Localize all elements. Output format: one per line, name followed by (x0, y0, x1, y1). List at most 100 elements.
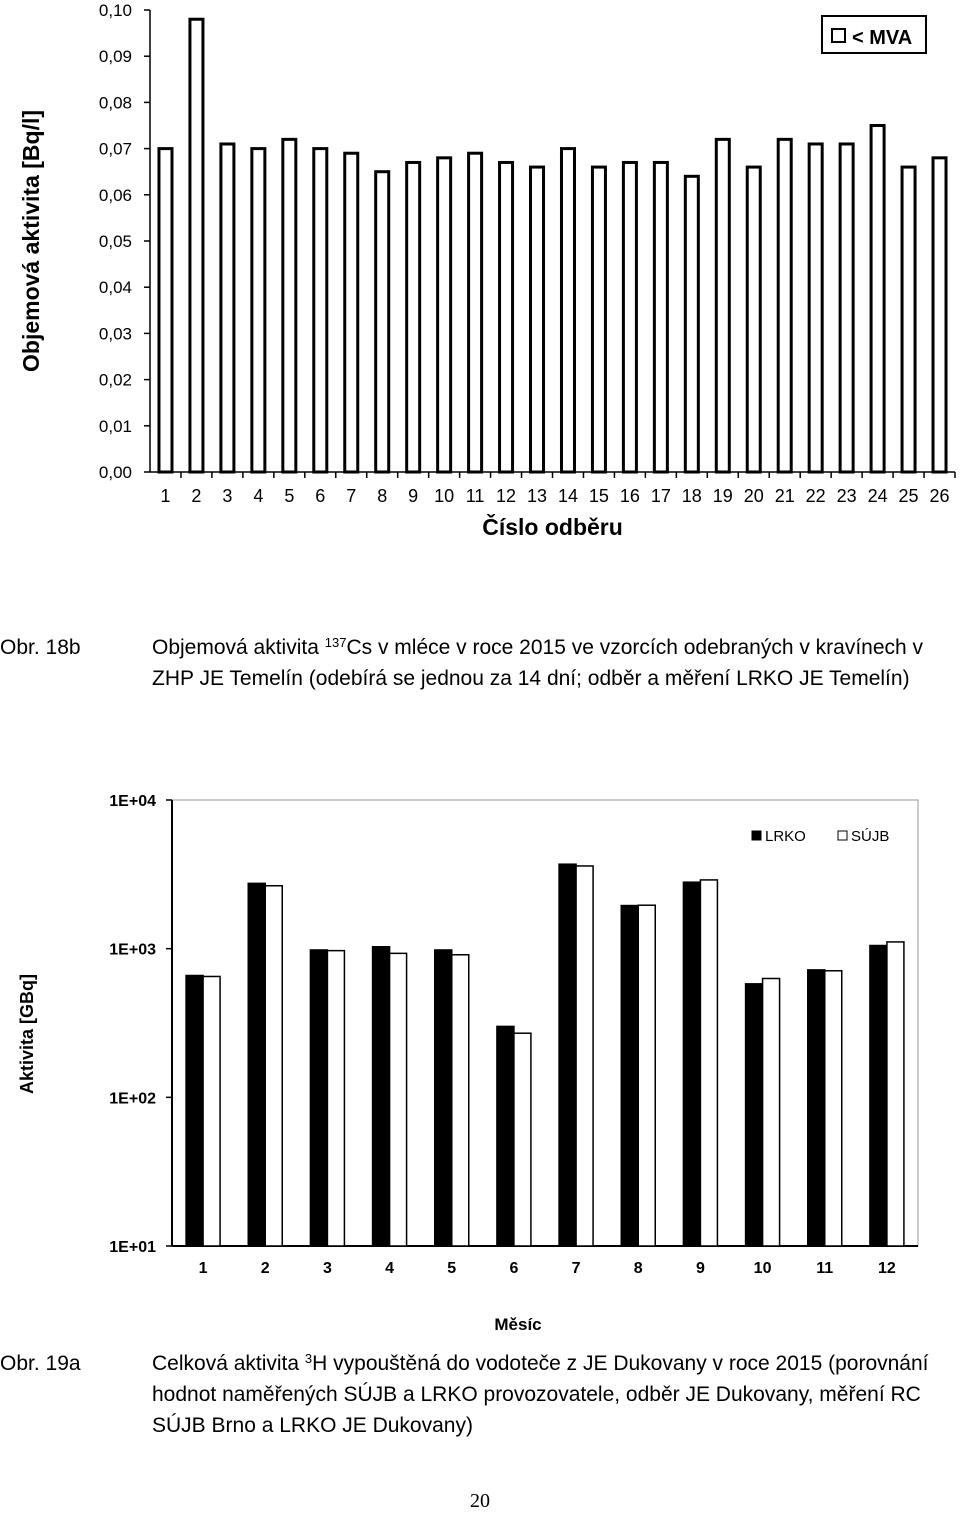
bar-sujb (886, 941, 905, 1247)
bar (931, 156, 948, 474)
x-tick-label: 19 (713, 486, 733, 506)
x-tick-label: 9 (696, 1260, 705, 1277)
y-axis-label: Objemová aktivita [Bq/l] (18, 110, 44, 372)
bar (436, 156, 453, 474)
x-tick-label: 6 (509, 1260, 518, 1277)
bar (559, 147, 576, 474)
x-tick-label: 21 (775, 486, 795, 506)
bar (900, 165, 917, 474)
bar (529, 165, 546, 474)
x-tick-label: 5 (447, 1260, 456, 1277)
figure-label: Obr. 19a (0, 1352, 81, 1375)
x-tick-label: 5 (284, 486, 294, 506)
x-tick-label: 2 (191, 486, 201, 506)
x-tick-label: 1 (199, 1260, 208, 1277)
legend-swatch-lrko (751, 830, 762, 841)
x-tick-label: 8 (377, 486, 387, 506)
bar-lrko (620, 904, 639, 1247)
bar (590, 165, 607, 474)
x-tick-label: 11 (816, 1260, 833, 1277)
bar (498, 160, 515, 474)
y-tick-label: 1E+01 (109, 1239, 156, 1256)
x-tick-label: 16 (620, 486, 640, 506)
legend-label: < MVA (852, 27, 912, 49)
bar-sujb (824, 970, 843, 1247)
bar (219, 142, 236, 474)
bar-sujb (326, 949, 346, 1247)
x-tick-label: 22 (806, 486, 826, 506)
bar (776, 137, 793, 474)
bar-sujb (388, 952, 408, 1247)
plot-area (171, 799, 919, 1247)
bar-lrko (744, 983, 764, 1247)
y-tick-label: 0,04 (99, 278, 132, 297)
x-tick-label: 10 (434, 486, 454, 506)
figure-caption-text: Objemová aktivita 137Cs v mléce v roce 2… (152, 635, 924, 690)
y-tick-label: 0,01 (99, 417, 132, 436)
y-tick-label: 1E+04 (109, 793, 156, 810)
bar-lrko (869, 944, 888, 1247)
x-tick-label: 4 (253, 486, 263, 506)
x-tick-label: 3 (222, 486, 232, 506)
x-tick-label: 25 (899, 486, 919, 506)
bar-lrko (247, 882, 266, 1247)
bar-lrko (682, 881, 702, 1247)
x-tick-label: 11 (466, 486, 485, 506)
legend: LRKO SÚJB (751, 828, 889, 845)
y-tick-label: 0,06 (99, 186, 132, 205)
bar (405, 160, 422, 474)
x-axis-label: Číslo odběru (482, 513, 623, 540)
bar-lrko (496, 1025, 515, 1247)
figure-caption-19a: Obr. 19a Celková aktivita 3H vypouštěná … (0, 1348, 960, 1448)
x-tick-label: 12 (496, 486, 516, 506)
bar-sujb (451, 954, 470, 1247)
legend: < MVA (821, 15, 927, 54)
figure-caption-text: Celková aktivita 3H vypouštěná do vodote… (152, 1351, 929, 1437)
bar (652, 160, 669, 474)
bar (157, 147, 174, 474)
bar-sujb (761, 977, 781, 1247)
bar (281, 137, 298, 474)
x-tick-label: 7 (572, 1260, 581, 1277)
x-tick-label: 6 (315, 486, 325, 506)
legend-label-lrko: LRKO (765, 828, 806, 845)
page-number: 20 (470, 1490, 490, 1512)
x-tick-label: 14 (558, 486, 578, 506)
x-tick-label: 12 (878, 1260, 896, 1277)
x-tick-label: 24 (868, 486, 888, 506)
figure-caption-18b: Obr. 18b Objemová aktivita 137Cs v mléce… (0, 632, 960, 732)
bar (343, 151, 360, 474)
x-tick-label: 7 (346, 486, 356, 506)
x-tick-label: 17 (651, 486, 671, 506)
x-tick-label: 3 (323, 1260, 332, 1277)
figure-label: Obr. 18b (0, 636, 81, 659)
x-tick-label: 15 (589, 486, 609, 506)
bar (621, 160, 638, 474)
bar-sujb (513, 1032, 532, 1247)
x-tick-label: 1 (160, 486, 170, 506)
bar-sujb (699, 879, 719, 1247)
y-tick-label: 0,02 (99, 371, 132, 390)
bar-sujb (264, 884, 283, 1247)
y-tick-label: 0,03 (99, 324, 132, 343)
bar (683, 174, 700, 474)
legend-swatch-sujb (837, 830, 848, 841)
y-tick-label: 0,05 (99, 232, 132, 251)
legend-swatch (831, 28, 846, 43)
bar-lrko (371, 946, 391, 1247)
y-tick-label: 0,09 (99, 47, 132, 66)
x-tick-label: 18 (682, 486, 702, 506)
bar-sujb (575, 865, 594, 1247)
y-tick-label: 0,08 (99, 93, 132, 112)
bar (745, 165, 762, 474)
legend-label-sujb: SÚJB (851, 828, 889, 845)
x-tick-label: 20 (744, 486, 764, 506)
bar (807, 142, 824, 474)
bar (869, 124, 886, 474)
y-axis-label: Aktivita [GBq] (17, 974, 37, 1094)
bar-sujb (202, 975, 221, 1247)
y-tick-label: 0,07 (99, 140, 132, 159)
x-tick-label: 10 (754, 1260, 772, 1277)
bar (374, 170, 391, 474)
